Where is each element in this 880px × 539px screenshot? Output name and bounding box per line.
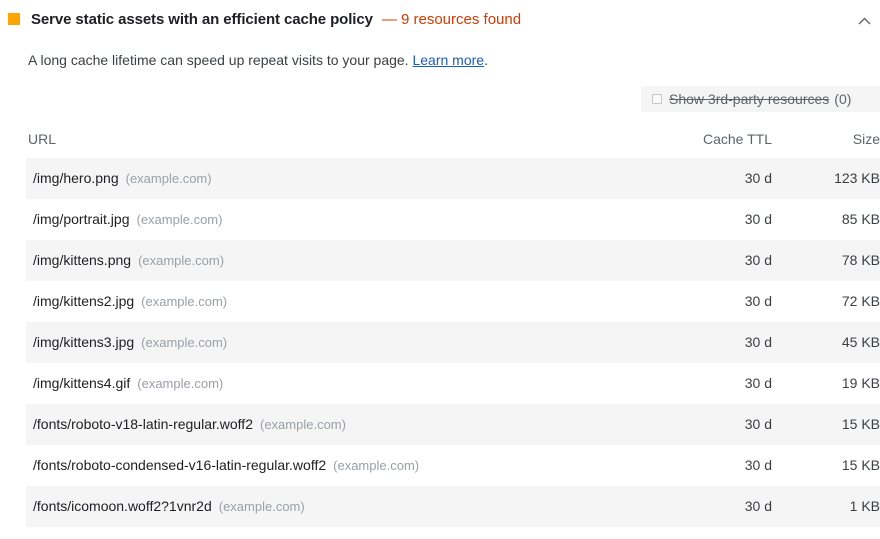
- table-body: /img/hero.png (example.com) 30 d 123 KB/img…: [0, 158, 880, 527]
- resource-origin: (example.com): [218, 499, 305, 514]
- resource-origin: (example.com): [333, 458, 420, 473]
- resource-origin: (example.com): [141, 335, 228, 350]
- resource-origin: (example.com): [138, 253, 225, 268]
- learn-more-link[interactable]: Learn more: [412, 52, 485, 68]
- cell-cache-ttl: 30 d: [744, 375, 772, 391]
- cell-size: 78 KB: [841, 252, 880, 268]
- cell-url: /img/kittens.png (example.com): [33, 252, 224, 268]
- cell-url: /fonts/roboto-condensed-v16-latin-regula…: [33, 457, 419, 473]
- cell-url: /fonts/icomoon.woff2?1vnr2d (example.com): [33, 498, 305, 514]
- resource-path: /fonts/roboto-condensed-v16-latin-regula…: [33, 457, 327, 473]
- cell-url: /img/kittens2.jpg (example.com): [33, 293, 227, 309]
- cell-url: /img/kittens4.gif (example.com): [33, 375, 223, 391]
- resource-table: URL Cache TTL Size /img/hero.png (example…: [0, 122, 880, 527]
- cell-cache-ttl: 30 d: [744, 457, 772, 473]
- resource-path: /img/hero.png: [33, 170, 119, 186]
- cell-cache-ttl: 30 d: [744, 334, 772, 350]
- cell-size: 123 KB: [834, 170, 880, 186]
- orange-square-icon: [8, 13, 20, 25]
- third-party-filter-label: Show 3rd-party resources: [669, 91, 830, 107]
- cell-cache-ttl: 30 d: [744, 252, 772, 268]
- audit-header[interactable]: Serve static assets with an efficient ca…: [0, 0, 880, 38]
- table-header-row: URL Cache TTL Size: [0, 122, 880, 158]
- table-row: /fonts/icomoon.woff2?1vnr2d (example.com)…: [0, 486, 880, 527]
- resource-origin: (example.com): [259, 417, 346, 432]
- audit-description-period: .: [484, 52, 488, 68]
- cell-size: 85 KB: [841, 211, 880, 227]
- resource-origin: (example.com): [136, 212, 223, 227]
- table-row: /fonts/roboto-v18-latin-regular.woff2 (ex…: [0, 404, 880, 445]
- resource-origin: (example.com): [125, 171, 212, 186]
- cell-size: 19 KB: [841, 375, 880, 391]
- cell-url: /fonts/roboto-v18-latin-regular.woff2 (ex…: [33, 416, 346, 432]
- checkbox-unchecked-icon[interactable]: [652, 94, 662, 104]
- resource-path: /img/kittens4.gif: [33, 375, 131, 391]
- chevron-up-icon[interactable]: [852, 9, 876, 33]
- resource-path: /img/kittens2.jpg: [33, 293, 135, 309]
- cell-size: 45 KB: [841, 334, 880, 350]
- cell-size: 1 KB: [849, 498, 880, 514]
- cell-cache-ttl: 30 d: [744, 170, 772, 186]
- resource-path: /img/kittens3.jpg: [33, 334, 135, 350]
- cell-url: /img/kittens3.jpg (example.com): [33, 334, 227, 350]
- resource-origin: (example.com): [137, 376, 224, 391]
- resource-path: /img/portrait.jpg: [33, 211, 130, 227]
- cell-size: 15 KB: [841, 416, 880, 432]
- column-header-cache-ttl[interactable]: Cache TTL: [703, 131, 772, 147]
- audit-description: A long cache lifetime can speed up repea…: [28, 50, 488, 70]
- cell-cache-ttl: 30 d: [744, 498, 772, 514]
- resource-path: /fonts/roboto-v18-latin-regular.woff2: [33, 416, 253, 432]
- table-row: /img/kittens2.jpg (example.com) 30 d 72 KB: [0, 281, 880, 322]
- cell-size: 15 KB: [841, 457, 880, 473]
- table-row: /img/kittens.png (example.com) 30 d 78 KB: [0, 240, 880, 281]
- resource-path: /img/kittens.png: [33, 252, 132, 268]
- column-header-size[interactable]: Size: [852, 131, 880, 147]
- column-header-url[interactable]: URL: [28, 131, 57, 147]
- third-party-filter[interactable]: Show 3rd-party resources (0): [641, 86, 880, 112]
- table-row: /img/hero.png (example.com) 30 d 123 KB: [0, 158, 880, 199]
- audit-description-text: A long cache lifetime can speed up repea…: [28, 52, 409, 68]
- cell-cache-ttl: 30 d: [744, 293, 772, 309]
- cell-cache-ttl: 30 d: [744, 416, 772, 432]
- cell-cache-ttl: 30 d: [744, 211, 772, 227]
- cell-url: /img/portrait.jpg (example.com): [33, 211, 222, 227]
- audit-title: Serve static assets with an efficient ca…: [31, 10, 373, 28]
- table-row: /fonts/roboto-condensed-v16-latin-regula…: [0, 445, 880, 486]
- resource-path: /fonts/icomoon.woff2?1vnr2d: [33, 498, 212, 514]
- table-row: /img/kittens4.gif (example.com) 30 d 19 KB: [0, 363, 880, 404]
- cell-size: 72 KB: [841, 293, 880, 309]
- table-row: /img/kittens3.jpg (example.com) 30 d 45 KB: [0, 322, 880, 363]
- resource-origin: (example.com): [141, 294, 228, 309]
- third-party-filter-count: (0): [834, 91, 852, 107]
- table-row: /img/portrait.jpg (example.com) 30 d 85 KB: [0, 199, 880, 240]
- audit-resources-found: — 9 resources found: [381, 10, 522, 28]
- cell-url: /img/hero.png (example.com): [33, 170, 212, 186]
